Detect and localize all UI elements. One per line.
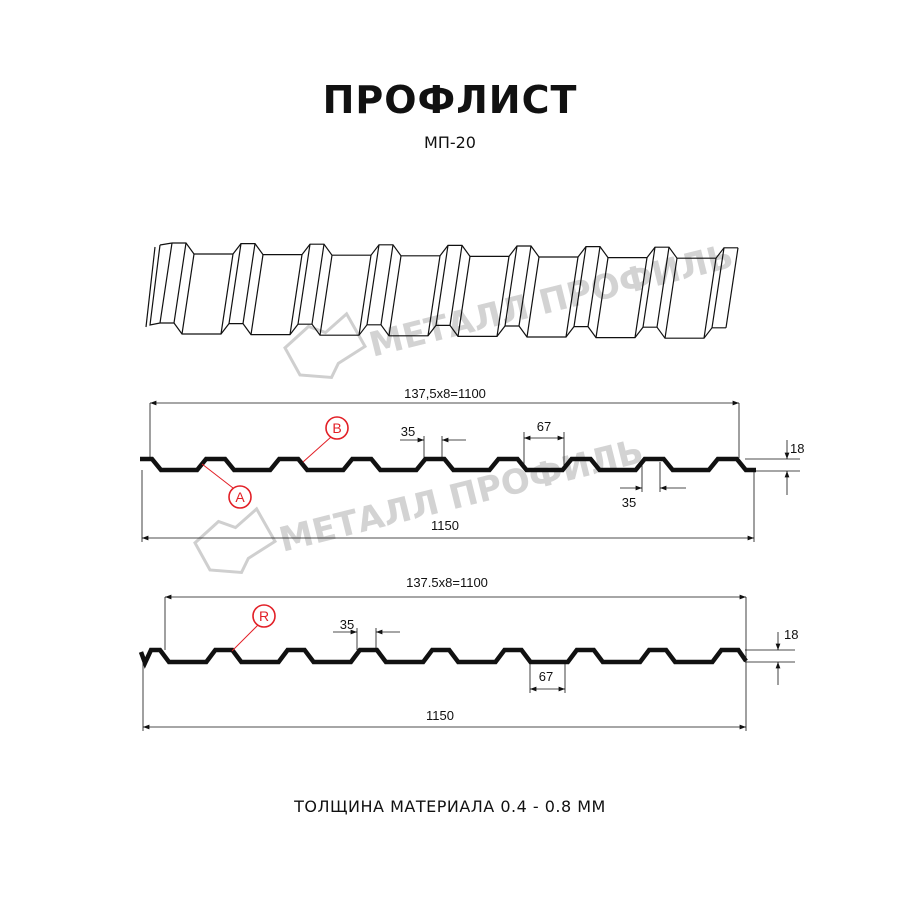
sheet-edge	[388, 255, 402, 336]
sheet-edge	[358, 255, 372, 336]
sheet-edge	[656, 247, 670, 328]
sheet-edge	[319, 255, 333, 336]
sheet-edge	[587, 246, 601, 327]
valley-dim-label: 67	[537, 419, 551, 434]
sheet-edge	[181, 253, 195, 335]
sheet-edge	[160, 322, 726, 339]
sheet-edge	[145, 246, 156, 328]
sheet-edge	[159, 242, 173, 324]
sheet-edge	[565, 256, 579, 338]
callout-marker	[231, 604, 276, 652]
page-title: ПРОФЛИСТ	[322, 78, 578, 122]
material-thickness-note: ТОЛЩИНА МАТЕРИАЛА 0.4 - 0.8 ММ	[294, 797, 606, 816]
sheet-edge	[289, 254, 303, 335]
sheet-edge	[711, 247, 725, 328]
sheet-edge	[457, 256, 471, 337]
sheet-edge	[149, 244, 161, 326]
sheet-edge	[173, 242, 187, 324]
sheet-edge	[435, 245, 449, 326]
sheet-edge	[297, 244, 311, 325]
sheet-edge	[250, 254, 264, 335]
crest-dim-label: 35	[340, 617, 354, 632]
profile-a-dimension-lines	[141, 400, 800, 542]
sheet-edge	[526, 256, 540, 338]
sheet-edge	[220, 253, 234, 335]
watermark-logo-icon	[283, 311, 368, 380]
sheet-edge	[518, 245, 532, 327]
sheet-edge	[366, 244, 380, 325]
profile-b-line	[138, 647, 748, 669]
label-r: R	[259, 608, 269, 624]
sheet-3d-view	[145, 242, 739, 339]
watermark-top: МЕТАЛЛ ПРОФИЛЬ	[283, 236, 737, 380]
sheet-edge	[172, 242, 738, 259]
crest-dim-label: 35	[401, 424, 415, 439]
total-dim-label: 1150	[431, 518, 459, 533]
total-dim-label: 1150	[426, 708, 454, 723]
sheet-edge	[725, 247, 739, 328]
profile-a-line	[140, 456, 756, 473]
pitch-dim-label: 137,5x8=1100	[404, 386, 486, 401]
height-dim-label: 18	[790, 441, 804, 456]
sheet-edge	[703, 258, 717, 339]
pitch-dim-label: 137.5x8=1100	[406, 575, 488, 590]
sheet-edge	[380, 244, 394, 325]
sheet-edge	[427, 255, 441, 336]
watermark-logo-icon	[193, 506, 278, 575]
profile-b-dimension-lines	[142, 594, 795, 731]
profile-b: 137.5x8=1100 1150 35 67 18 R	[138, 575, 798, 731]
sheet-edge	[159, 242, 173, 246]
sheet-edge	[664, 258, 678, 339]
label-b: B	[332, 420, 341, 436]
sheet-edge	[642, 247, 656, 328]
profile-a: 137,5x8=1100 1150 35 67 35 18 B A	[140, 386, 804, 542]
sheet-edge	[449, 245, 463, 326]
sheet-edge	[228, 243, 242, 324]
label-a: A	[235, 489, 245, 505]
sheet-edge	[311, 244, 325, 325]
bottom-crest-dim-label: 35	[622, 495, 636, 510]
sheet-edge	[595, 257, 609, 338]
valley-dim-label: 67	[539, 669, 553, 684]
watermark-text: МЕТАЛЛ ПРОФИЛЬ	[275, 431, 647, 560]
callout-markers	[201, 416, 349, 509]
sheet-edge	[634, 257, 648, 338]
sheet-edge	[504, 245, 518, 327]
sheet-edge	[496, 256, 510, 337]
sheet-edge	[242, 243, 256, 324]
page-subtitle: МП-20	[424, 133, 476, 152]
height-dim-label: 18	[784, 627, 798, 642]
sheet-edge	[573, 246, 587, 327]
